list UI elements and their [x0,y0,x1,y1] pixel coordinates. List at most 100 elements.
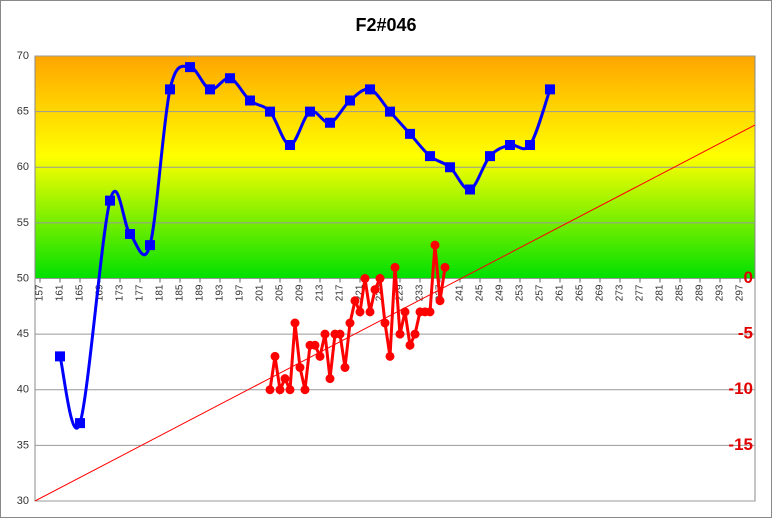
x-tick-label: 269 [595,284,606,301]
point [320,329,330,339]
point [400,307,410,317]
point [105,195,115,206]
x-tick-label: 217 [335,284,346,301]
point [440,262,450,272]
x-tick-label: 285 [675,284,686,301]
point [370,285,380,295]
point [310,340,320,350]
point [425,151,435,162]
x-tick-label: 229 [395,284,406,301]
point [290,318,300,328]
x-tick-label: 261 [555,284,566,301]
point [125,229,135,239]
point [270,351,280,361]
x-tick-label: 221 [355,284,366,301]
point [205,84,215,95]
x-tick-label: 181 [155,284,166,301]
y2-tick-label: 0 [744,268,753,287]
x-tick-label: 197 [235,284,246,301]
point [300,385,310,395]
x-tick-label: 257 [535,284,546,301]
y-tick-label: 35 [17,439,29,451]
x-tick-label: 281 [655,284,666,301]
point [375,274,385,283]
y2-tick-label: -10 [728,379,753,398]
point [410,329,420,339]
y-tick-label: 45 [17,328,29,340]
y-tick-label: 40 [17,384,29,396]
point [365,84,375,95]
x-tick-label: 253 [515,284,526,301]
point [345,318,355,328]
x-tick-label: 165 [75,284,86,301]
point [350,296,360,306]
x-tick-label: 241 [455,284,466,301]
point [345,95,355,106]
point [335,329,345,339]
x-tick-label: 297 [735,284,746,301]
x-tick-label: 189 [195,284,206,301]
x-tick-label: 193 [215,284,226,301]
y-tick-label: 70 [17,50,29,62]
y2-tick-label: -5 [738,324,753,343]
point [265,106,275,117]
x-tick-label: 209 [295,284,306,301]
x-tick-label: 265 [575,284,586,301]
point [430,240,440,250]
point [325,374,335,384]
y2-tick-label: -15 [728,435,753,454]
x-tick-label: 169 [95,284,106,301]
point [395,329,405,339]
x-tick-label: 273 [615,284,626,301]
point [55,351,65,362]
point [390,262,400,272]
point [465,184,475,195]
point [75,418,85,429]
point [360,274,370,283]
point [355,307,365,317]
point [245,95,255,106]
x-tick-label: 173 [115,284,126,301]
point [385,106,395,117]
point [325,117,335,128]
x-tick-label: 177 [135,284,146,301]
series-layer [35,62,755,501]
y-tick-label: 60 [17,161,29,173]
x-tick-label: 185 [175,284,186,301]
point [285,140,295,150]
point [280,374,290,384]
point [145,240,155,251]
point [340,363,350,372]
x-tick-label: 213 [315,284,326,301]
point [385,351,395,361]
point [485,151,495,162]
y-tick-label: 30 [17,495,29,507]
point [365,307,375,317]
x-tick-label: 249 [495,284,506,301]
x-tick-label: 245 [475,284,486,301]
x-tick-label: 293 [715,284,726,301]
point [545,84,555,95]
y-tick-label: 65 [17,106,29,118]
point [380,318,390,328]
x-tick-label: 205 [275,284,286,301]
point [275,385,285,395]
x-tick-label: 233 [415,284,426,301]
y-tick-label: 50 [17,272,29,284]
point [525,140,535,150]
x-tick-label: 289 [695,284,706,301]
point [185,62,195,73]
point [305,106,315,117]
point [265,385,275,395]
x-tick-label: 157 [35,284,46,301]
x-tick-label: 277 [635,284,646,301]
point [425,307,435,317]
point [405,128,415,139]
series-line [35,124,755,501]
point [315,351,325,361]
y-tick-label: 55 [17,217,29,229]
point [295,363,305,372]
point [435,296,445,306]
point [165,84,175,95]
